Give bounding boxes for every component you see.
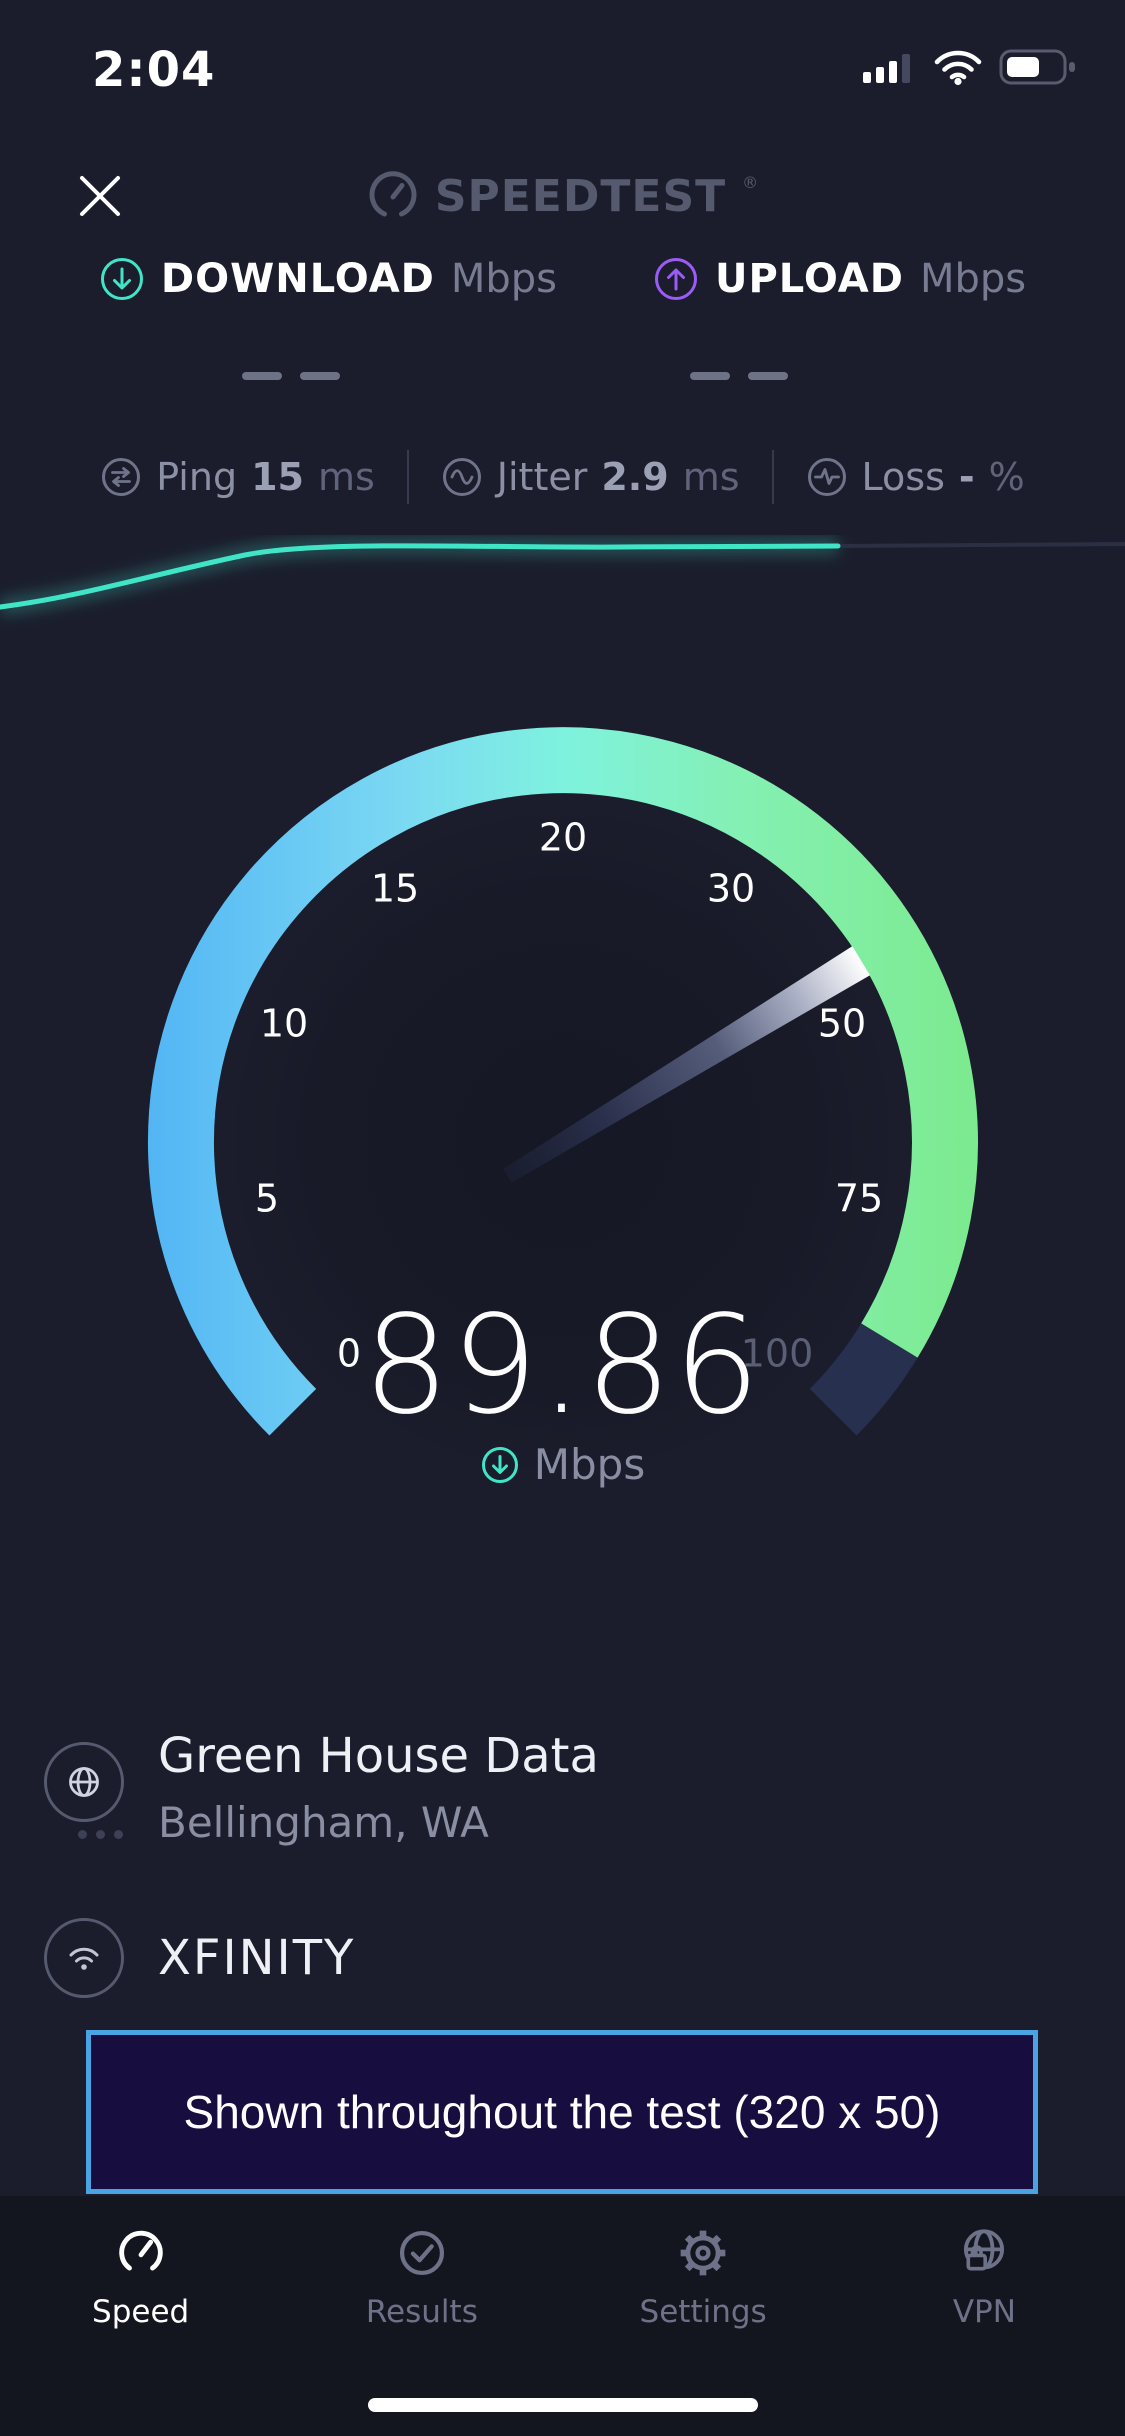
ping-value: 15 [251,455,304,499]
wifi-connection-icon [44,1918,124,1998]
gauge-tick-100: 100 [741,1332,814,1376]
jitter-stat: Jitter 2.9 ms [441,455,740,499]
jitter-icon [441,456,483,498]
tab-vpn[interactable]: VPN [844,2196,1125,2436]
ping-icon [100,456,142,498]
tab-settings-label: Settings [639,2294,767,2330]
jitter-unit: ms [682,455,740,499]
server-info[interactable]: Green House Data Bellingham, WA [44,1728,599,1847]
ellipsis-dots-icon[interactable] [78,1830,123,1839]
ping-label: Ping [156,455,238,499]
gauge-progress-arc [148,727,978,1436]
close-button[interactable] [72,168,128,224]
current-speed-unit-row: Mbps [0,1440,1125,1489]
gauge-tick-20: 20 [539,816,587,860]
battery-icon [999,49,1077,85]
speedtest-logo: SPEEDTEST ® [0,170,1125,222]
gauge-tick-15: 15 [371,867,419,911]
divider [771,450,774,504]
home-indicator[interactable] [367,2398,758,2412]
upload-circle-icon [653,256,699,302]
current-speed-unit: Mbps [533,1440,646,1489]
speed-sparkline-chart [0,536,1125,616]
loss-label: Loss [861,455,945,499]
upload-label: UPLOAD [715,256,904,302]
status-time: 2:04 [92,42,216,98]
gauge-remainder-arc [809,1322,918,1436]
speed-gauge: 0 5 10 15 20 30 50 75 100 [148,727,978,1480]
ad-banner[interactable]: Shown throughout the test (320 x 50) [86,2030,1038,2194]
server-name: Green House Data [158,1728,599,1784]
jitter-value: 2.9 [601,455,669,499]
speedtest-gauge-icon [367,170,419,222]
isp-info[interactable]: XFINITY [44,1918,355,1998]
status-icons [861,48,1077,86]
ping-unit: ms [317,455,375,499]
ping-stat: Ping 15 ms [100,455,375,499]
loss-stat: Loss - % [806,455,1025,499]
upload-value-placeholder [690,372,788,380]
tab-speed-label: Speed [92,2294,190,2330]
download-metric: DOWNLOAD Mbps [99,256,557,302]
ad-banner-text: Shown throughout the test (320 x 50) [183,2086,941,2138]
jitter-label: Jitter [496,455,588,499]
tab-vpn-label: VPN [952,2294,1016,2330]
server-location: Bellingham, WA [158,1798,489,1847]
gauge-needle [503,946,871,1183]
bottom-tab-bar: Speed Results [0,2196,1125,2436]
isp-name: XFINITY [158,1930,356,1986]
packet-loss-icon [806,456,848,498]
gauge-tick-5: 5 [255,1177,279,1221]
logo-text: SPEEDTEST [434,170,727,222]
tab-settings[interactable]: Settings [563,2196,844,2436]
metrics-header: DOWNLOAD Mbps UPLOAD Mbps [0,256,1125,302]
latency-stats-row: Ping 15 ms Jitter 2.9 ms L [0,450,1125,504]
gauge-tick-50: 50 [818,1002,866,1046]
vpn-globe-lock-icon [955,2224,1013,2282]
tab-results[interactable]: Results [281,2196,562,2436]
loss-value: - [958,455,975,499]
download-circle-icon-small [480,1445,520,1485]
results-check-icon [393,2224,451,2282]
cellular-signal-icon [861,49,917,85]
upload-metric: UPLOAD Mbps [653,256,1026,302]
loss-unit: % [988,455,1025,499]
gauge-tick-30: 30 [707,867,755,911]
globe-icon [44,1742,124,1822]
speedometer-icon [112,2224,170,2282]
wifi-icon [933,48,983,86]
gauge-tick-10: 10 [260,1002,308,1046]
tab-results-label: Results [365,2294,478,2330]
divider [406,450,409,504]
download-circle-icon [99,256,145,302]
gauge-tick-75: 75 [835,1177,883,1221]
logo-trademark: ® [742,172,759,192]
download-label: DOWNLOAD [160,256,435,302]
gauge-tick-0: 0 [337,1332,361,1376]
current-speed-value: 89.86 [362,1287,763,1445]
tab-speed[interactable]: Speed [0,2196,281,2436]
upload-unit: Mbps [919,256,1027,302]
download-value-placeholder [242,372,340,380]
gear-icon [674,2224,732,2282]
download-unit: Mbps [450,256,557,302]
